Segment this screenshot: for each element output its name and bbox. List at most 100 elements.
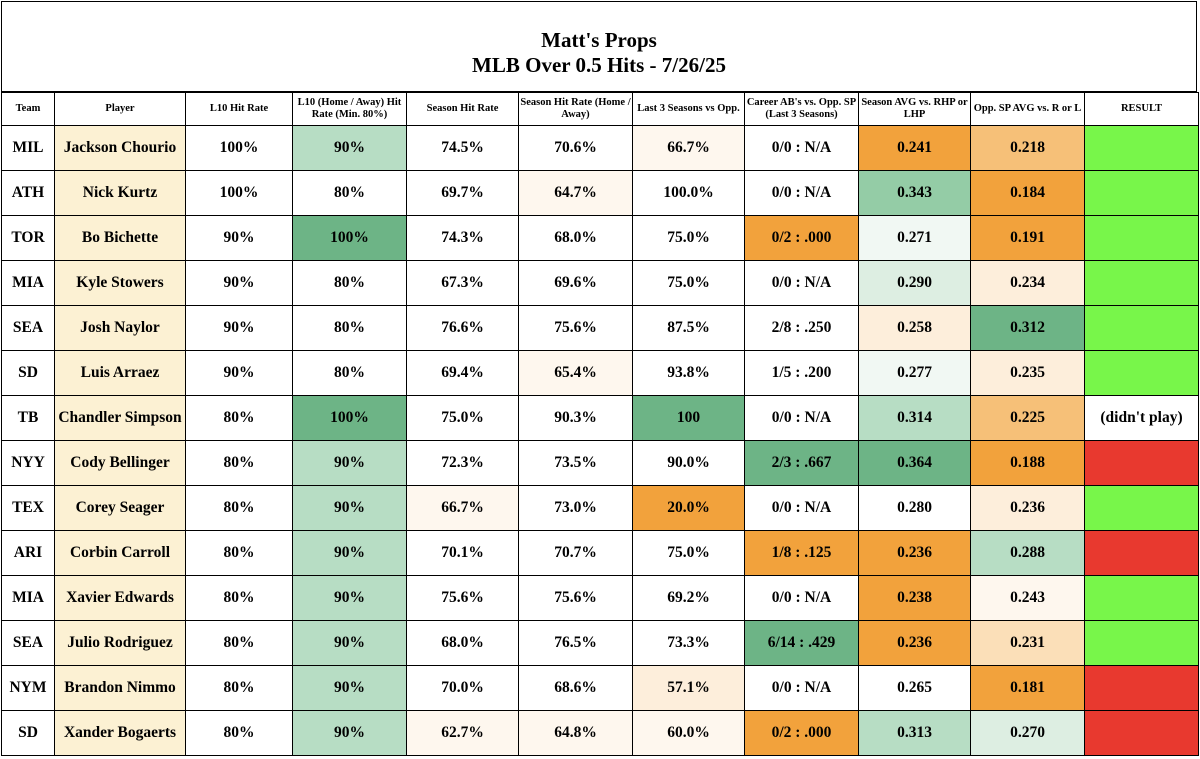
l10-hit-rate-cell: 80%: [185, 710, 293, 756]
opp-sp-avg-cell: 0.243: [970, 575, 1085, 621]
last-3-vs-opp-cell: 60.0%: [632, 710, 745, 756]
career-vs-sp-cell: 0/0 : N/A: [744, 485, 859, 531]
career-vs-sp-cell: 0/2 : .000: [744, 215, 859, 261]
player-cell: Chandler Simpson: [54, 395, 186, 441]
l10-home-away-cell: 90%: [292, 620, 407, 666]
season-avg-hand-cell: 0.258: [858, 305, 971, 351]
last-3-vs-opp-cell: 66.7%: [632, 125, 745, 171]
col-header-season-home-away: Season Hit Rate (Home / Away): [518, 92, 633, 126]
l10-home-away-cell: 90%: [292, 440, 407, 486]
col-header-l10-home-away: L10 (Home / Away) Hit Rate (Min. 80%): [292, 92, 407, 126]
opp-sp-avg-cell: 0.218: [970, 125, 1085, 171]
l10-home-away-cell: 100%: [292, 395, 407, 441]
l10-hit-rate-cell: 90%: [185, 260, 293, 306]
table-row: TOR Bo Bichette 90% 100% 74.3% 68.0% 75.0% 0/2 …: [1, 215, 1199, 261]
team-cell: SEA: [1, 305, 55, 351]
season-home-away-cell: 64.8%: [518, 710, 633, 756]
opp-sp-avg-cell: 0.231: [970, 620, 1085, 666]
last-3-vs-opp-cell: 57.1%: [632, 665, 745, 711]
opp-sp-avg-cell: 0.181: [970, 665, 1085, 711]
player-cell: Kyle Stowers: [54, 260, 186, 306]
page-title: Matt's Props: [541, 28, 657, 52]
col-header-season-avg-hand: Season AVG vs. RHP or LHP: [858, 92, 971, 126]
table-row: MIA Xavier Edwards 80% 90% 75.6% 75.6% 69.2% 0/…: [1, 575, 1199, 621]
team-cell: ATH: [1, 170, 55, 216]
l10-home-away-cell: 90%: [292, 575, 407, 621]
season-avg-hand-cell: 0.313: [858, 710, 971, 756]
player-cell: Xavier Edwards: [54, 575, 186, 621]
col-header-opp-sp-avg: Opp. SP AVG vs. R or L: [970, 92, 1085, 126]
l10-hit-rate-cell: 100%: [185, 170, 293, 216]
last-3-vs-opp-cell: 93.8%: [632, 350, 745, 396]
opp-sp-avg-cell: 0.235: [970, 350, 1085, 396]
player-cell: Xander Bogaerts: [54, 710, 186, 756]
result-cell: [1084, 305, 1199, 351]
col-header-last-3-vs-opp: Last 3 Seasons vs Opp.: [632, 92, 745, 126]
career-vs-sp-cell: 0/0 : N/A: [744, 575, 859, 621]
l10-hit-rate-cell: 80%: [185, 665, 293, 711]
result-cell: [1084, 170, 1199, 216]
col-header-result: RESULT: [1084, 92, 1199, 126]
l10-hit-rate-cell: 90%: [185, 350, 293, 396]
opp-sp-avg-cell: 0.191: [970, 215, 1085, 261]
last-3-vs-opp-cell: 75.0%: [632, 215, 745, 261]
player-cell: Josh Naylor: [54, 305, 186, 351]
season-avg-hand-cell: 0.241: [858, 125, 971, 171]
l10-hit-rate-cell: 90%: [185, 215, 293, 261]
last-3-vs-opp-cell: 75.0%: [632, 260, 745, 306]
season-avg-hand-cell: 0.236: [858, 530, 971, 576]
table-row: TEX Corey Seager 80% 90% 66.7% 73.0% 20.0% 0/0 …: [1, 485, 1199, 531]
team-cell: ARI: [1, 530, 55, 576]
season-home-away-cell: 68.0%: [518, 215, 633, 261]
player-cell: Julio Rodriguez: [54, 620, 186, 666]
team-cell: MIL: [1, 125, 55, 171]
season-avg-hand-cell: 0.238: [858, 575, 971, 621]
table-row: SD Luis Arraez 90% 80% 69.4% 65.4% 93.8% 1/5 : …: [1, 350, 1199, 396]
season-hit-rate-cell: 74.5%: [406, 125, 519, 171]
season-home-away-cell: 69.6%: [518, 260, 633, 306]
season-avg-hand-cell: 0.265: [858, 665, 971, 711]
result-cell: (didn't play): [1084, 395, 1199, 441]
team-cell: TOR: [1, 215, 55, 261]
season-home-away-cell: 64.7%: [518, 170, 633, 216]
team-cell: SD: [1, 350, 55, 396]
props-table: Team Player L10 Hit Rate L10 (Home / Awa…: [1, 92, 1199, 756]
l10-home-away-cell: 90%: [292, 665, 407, 711]
season-home-away-cell: 70.6%: [518, 125, 633, 171]
team-cell: SD: [1, 710, 55, 756]
season-hit-rate-cell: 69.4%: [406, 350, 519, 396]
last-3-vs-opp-cell: 20.0%: [632, 485, 745, 531]
table-row: SEA Josh Naylor 90% 80% 76.6% 75.6% 87.5% 2/8 :…: [1, 305, 1199, 351]
l10-home-away-cell: 90%: [292, 485, 407, 531]
season-avg-hand-cell: 0.277: [858, 350, 971, 396]
result-cell: [1084, 665, 1199, 711]
season-avg-hand-cell: 0.314: [858, 395, 971, 441]
season-avg-hand-cell: 0.271: [858, 215, 971, 261]
opp-sp-avg-cell: 0.270: [970, 710, 1085, 756]
l10-hit-rate-cell: 80%: [185, 485, 293, 531]
l10-hit-rate-cell: 80%: [185, 620, 293, 666]
player-cell: Luis Arraez: [54, 350, 186, 396]
season-home-away-cell: 75.6%: [518, 575, 633, 621]
career-vs-sp-cell: 2/3 : .667: [744, 440, 859, 486]
l10-home-away-cell: 100%: [292, 215, 407, 261]
result-cell: [1084, 125, 1199, 171]
opp-sp-avg-cell: 0.236: [970, 485, 1085, 531]
player-cell: Corbin Carroll: [54, 530, 186, 576]
table-row: SD Xander Bogaerts 80% 90% 62.7% 64.8% 60.0% 0/…: [1, 710, 1199, 756]
table-row: ARI Corbin Carroll 80% 90% 70.1% 70.7% 75.0% 1/…: [1, 530, 1199, 576]
opp-sp-avg-cell: 0.188: [970, 440, 1085, 486]
result-cell: [1084, 485, 1199, 531]
last-3-vs-opp-cell: 69.2%: [632, 575, 745, 621]
l10-home-away-cell: 80%: [292, 170, 407, 216]
season-avg-hand-cell: 0.364: [858, 440, 971, 486]
team-cell: TB: [1, 395, 55, 441]
season-hit-rate-cell: 75.0%: [406, 395, 519, 441]
season-home-away-cell: 65.4%: [518, 350, 633, 396]
season-hit-rate-cell: 62.7%: [406, 710, 519, 756]
season-hit-rate-cell: 69.7%: [406, 170, 519, 216]
season-home-away-cell: 75.6%: [518, 305, 633, 351]
result-cell: [1084, 215, 1199, 261]
team-cell: MIA: [1, 575, 55, 621]
